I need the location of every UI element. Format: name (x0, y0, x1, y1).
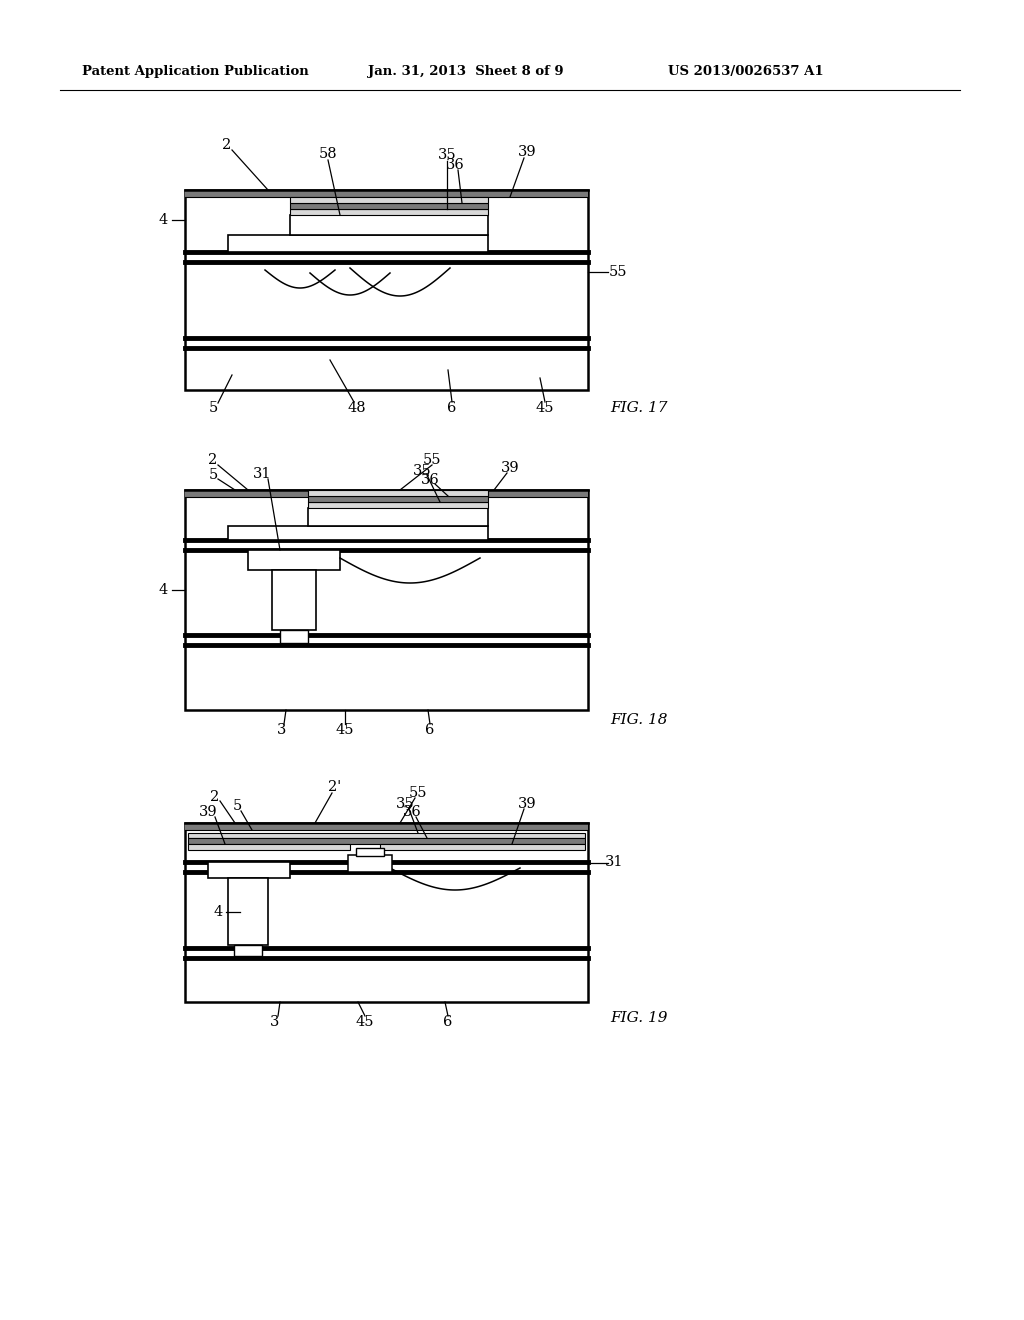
Bar (185, 822, 588, 1002)
Bar (290, 203, 488, 209)
Text: 39: 39 (518, 145, 537, 158)
Text: 55: 55 (608, 265, 628, 279)
Bar (185, 190, 588, 197)
Text: 5: 5 (208, 469, 218, 482)
Text: Jan. 31, 2013  Sheet 8 of 9: Jan. 31, 2013 Sheet 8 of 9 (368, 66, 563, 78)
Bar (185, 490, 588, 498)
Bar (308, 490, 488, 496)
Bar (188, 833, 585, 838)
Bar (380, 843, 585, 850)
Text: 36: 36 (402, 805, 421, 818)
Text: 2: 2 (208, 453, 218, 467)
Text: 5: 5 (208, 401, 218, 414)
Text: US 2013/0026537 A1: US 2013/0026537 A1 (668, 66, 823, 78)
Bar (228, 235, 488, 252)
Text: 45: 45 (336, 723, 354, 737)
Bar (208, 862, 290, 878)
Bar (188, 843, 350, 850)
Bar (185, 190, 588, 389)
Bar (272, 570, 316, 630)
Text: 4: 4 (213, 906, 222, 919)
Text: 36: 36 (445, 158, 464, 172)
Bar (290, 215, 488, 235)
Text: 4: 4 (159, 583, 168, 597)
Bar (185, 822, 588, 830)
Text: 3: 3 (278, 723, 287, 737)
Text: 45: 45 (355, 1015, 374, 1030)
Bar (228, 525, 488, 540)
Text: 6: 6 (447, 401, 457, 414)
Text: 2': 2' (329, 780, 342, 795)
Text: 35: 35 (395, 797, 415, 810)
Text: 48: 48 (348, 401, 367, 414)
Text: 2: 2 (222, 139, 231, 152)
Text: 4: 4 (159, 213, 168, 227)
Bar (308, 496, 488, 502)
Text: 45: 45 (536, 401, 554, 414)
Bar (234, 945, 262, 956)
Text: 35: 35 (437, 148, 457, 162)
Text: 31: 31 (605, 855, 624, 869)
Text: Patent Application Publication: Patent Application Publication (82, 66, 309, 78)
Bar (356, 847, 384, 855)
Bar (185, 490, 588, 710)
Text: FIG. 17: FIG. 17 (610, 401, 668, 414)
Text: 39: 39 (199, 805, 217, 818)
Text: 55: 55 (409, 785, 427, 800)
Text: 58: 58 (318, 147, 337, 161)
Text: 6: 6 (425, 723, 434, 737)
Bar (290, 209, 488, 215)
Text: 55: 55 (423, 453, 441, 467)
Text: 31: 31 (253, 467, 271, 480)
Bar (348, 855, 392, 873)
Bar (308, 508, 488, 525)
Text: 6: 6 (443, 1015, 453, 1030)
Bar (188, 838, 585, 843)
Bar (308, 502, 488, 508)
Text: 36: 36 (421, 473, 439, 487)
Bar (290, 197, 488, 203)
Text: 5: 5 (232, 799, 242, 813)
Text: FIG. 19: FIG. 19 (610, 1011, 668, 1026)
Bar (248, 550, 340, 570)
Text: 35: 35 (413, 465, 431, 478)
Bar (228, 878, 268, 945)
Text: 39: 39 (518, 797, 537, 810)
Text: 2: 2 (210, 789, 219, 804)
Text: 39: 39 (501, 461, 519, 475)
Text: FIG. 18: FIG. 18 (610, 713, 668, 727)
Text: 3: 3 (270, 1015, 280, 1030)
Bar (280, 630, 308, 643)
